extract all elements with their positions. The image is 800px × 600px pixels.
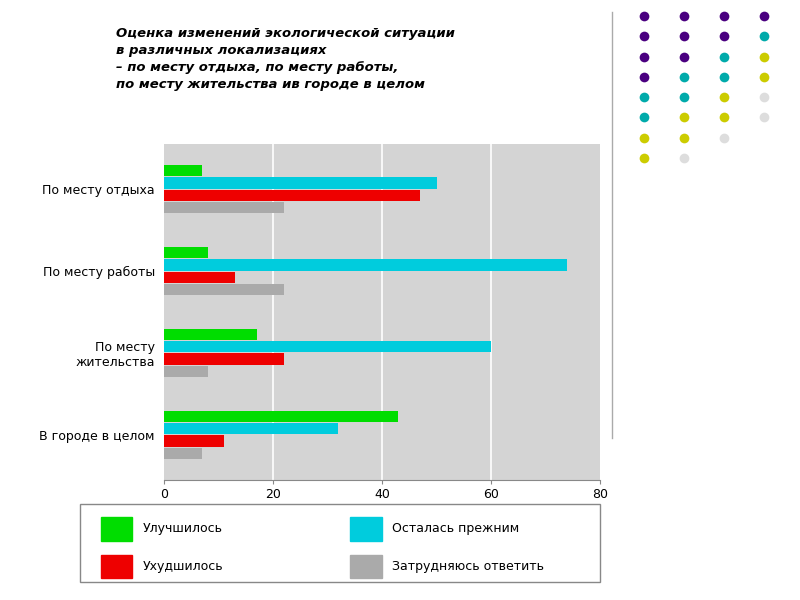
FancyBboxPatch shape (80, 504, 600, 582)
Bar (164, 202, 284, 213)
Bar (164, 423, 338, 434)
Bar (164, 177, 437, 188)
Bar (164, 411, 398, 422)
Bar (164, 284, 284, 295)
Text: Улучшилось: Улучшилось (142, 523, 222, 535)
Bar (164, 247, 208, 258)
Bar (164, 366, 208, 377)
Bar (101, 517, 132, 541)
Bar (164, 353, 284, 365)
Bar (164, 272, 235, 283)
Bar (101, 554, 132, 578)
Text: Осталась прежним: Осталась прежним (392, 523, 519, 535)
Bar (164, 190, 420, 201)
Bar (164, 165, 202, 176)
Bar (164, 448, 202, 459)
Text: Ухудшилось: Ухудшилось (142, 560, 223, 573)
Bar (164, 329, 257, 340)
Bar (350, 554, 382, 578)
Bar (164, 259, 567, 271)
Text: Оценка изменений экологической ситуации
в различных локализациях
– по месту отды: Оценка изменений экологической ситуации … (116, 27, 455, 91)
Bar (164, 436, 224, 447)
Bar (164, 341, 491, 352)
Text: Затрудняюсь ответить: Затрудняюсь ответить (392, 560, 544, 573)
Bar (350, 517, 382, 541)
